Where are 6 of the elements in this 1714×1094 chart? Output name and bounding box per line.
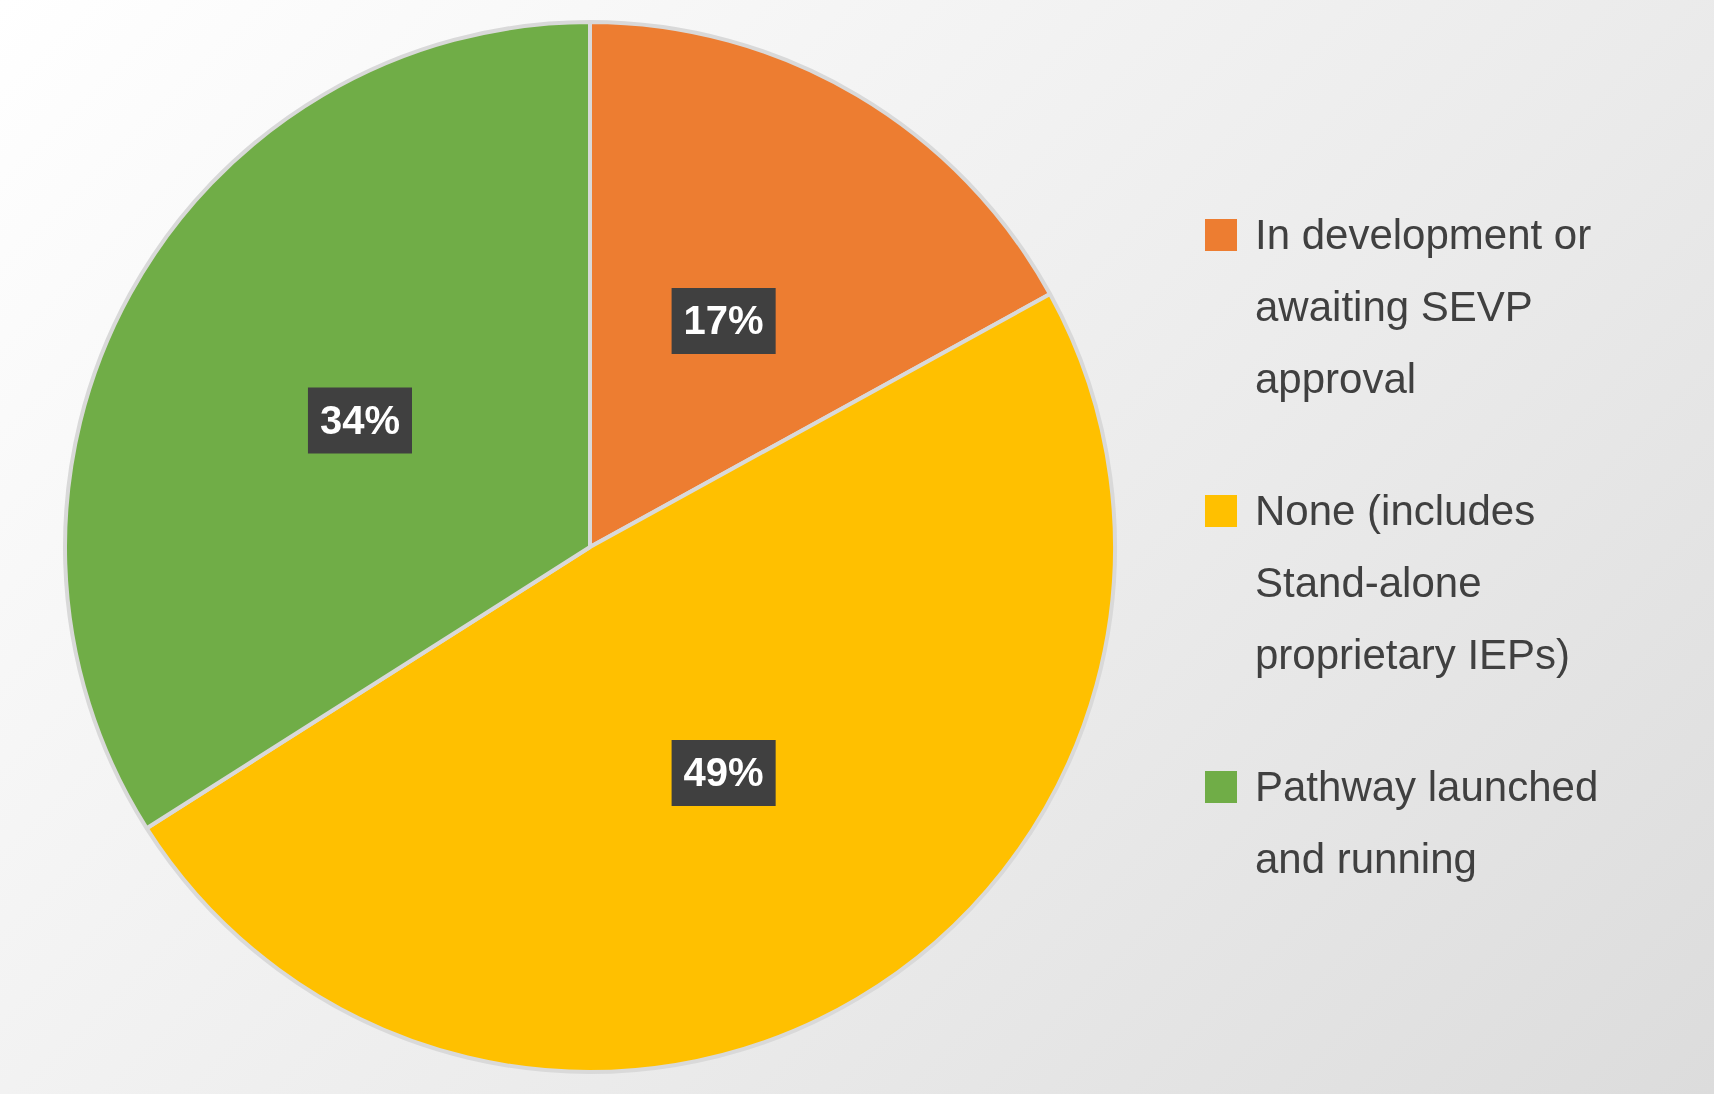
- data-label: 49%: [683, 749, 764, 794]
- legend-label: Pathway launched and running: [1255, 762, 1600, 884]
- data-label: 17%: [683, 298, 764, 343]
- data-label: 34%: [319, 397, 400, 442]
- legend-label: In development or awaiting SEVP approval: [1255, 210, 1593, 404]
- slice-label: None (includes Stand-alone proprietary IEPs): [1255, 486, 1572, 680]
